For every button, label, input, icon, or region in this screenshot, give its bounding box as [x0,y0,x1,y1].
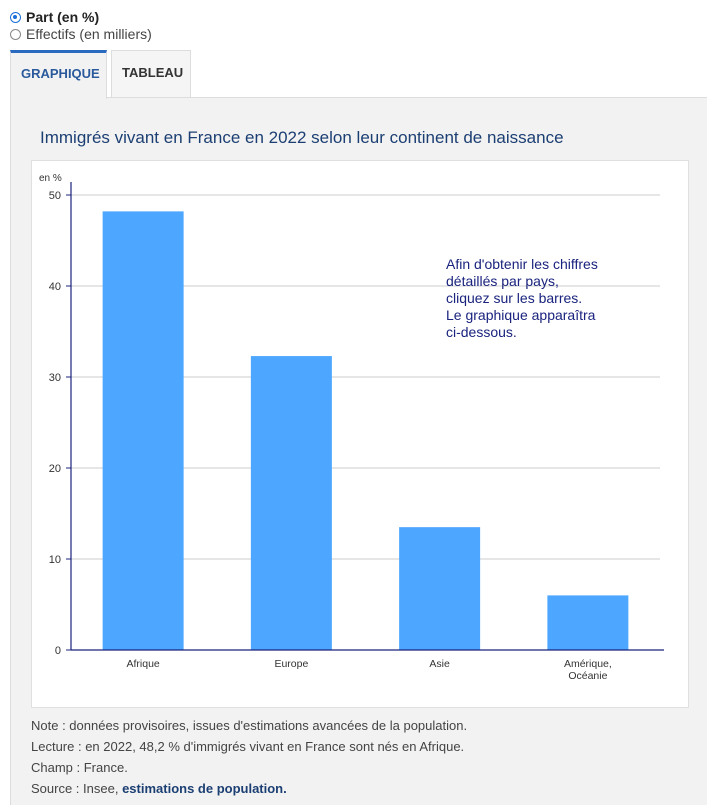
bar-chart: en % 0 10 20 30 40 50 Afrique Europe Asie Amérique… [39,173,664,682]
x-tick-label: Amérique, [564,658,612,670]
note-text: Note : données provisoires, issues d'est… [31,718,468,733]
bar[interactable] [102,211,184,650]
radio-part[interactable]: Part (en %) [10,9,99,25]
chart-annotation: Afin d'obtenir les chiffres détaillés pa… [446,256,598,341]
annotation-line: ci-dessous. [446,324,517,340]
y-tick-label: 20 [49,463,61,475]
radio-part-label: Part (en %) [26,9,100,25]
y-axis-label: en % [39,173,62,184]
annotation-line: Afin d'obtenir les chiffres [446,256,598,272]
source-link[interactable]: estimations de population. [122,781,287,796]
radio-effectifs[interactable]: Effectifs (en milliers) [10,26,152,42]
tab-tableau[interactable]: TABLEAU [111,50,191,97]
radio-effectifs-indicator[interactable] [10,28,21,40]
lecture-text: Lecture : en 2022, 48,2 % d'immigrés viv… [31,739,465,754]
annotation-line: détaillés par pays, [446,273,559,289]
source-prefix: Source : Insee, [31,781,123,796]
bar[interactable] [250,356,332,650]
tab-bar: GRAPHIQUE TABLEAU [10,50,195,99]
x-tick-label: Afrique [126,658,159,670]
y-tick-label: 10 [49,554,61,566]
y-tick-label: 50 [49,190,61,202]
y-tick-label: 0 [55,645,61,657]
chart-title: Immigrés vivant en France en 2022 selon … [40,128,564,147]
annotation-line: cliquez sur les barres. [446,290,583,306]
bar[interactable] [547,595,629,650]
champ-text: Champ : France. [31,760,128,775]
chart-notes: Note : données provisoires, issues d'est… [31,715,467,799]
x-tick-label: Océanie [568,670,607,682]
x-tick-label: Europe [274,658,308,670]
annotation-line: Le graphique apparaîtra [446,307,596,323]
y-tick-label: 30 [49,372,61,384]
y-tick-label: 40 [49,281,61,293]
source-text: Source : Insee, estimations de populatio… [31,778,467,799]
bar[interactable] [399,527,481,650]
x-tick-label: Asie [429,658,450,670]
tab-graphique[interactable]: GRAPHIQUE [10,50,107,99]
radio-effectifs-label: Effectifs (en milliers) [26,26,152,42]
radio-part-indicator[interactable] [10,11,21,23]
